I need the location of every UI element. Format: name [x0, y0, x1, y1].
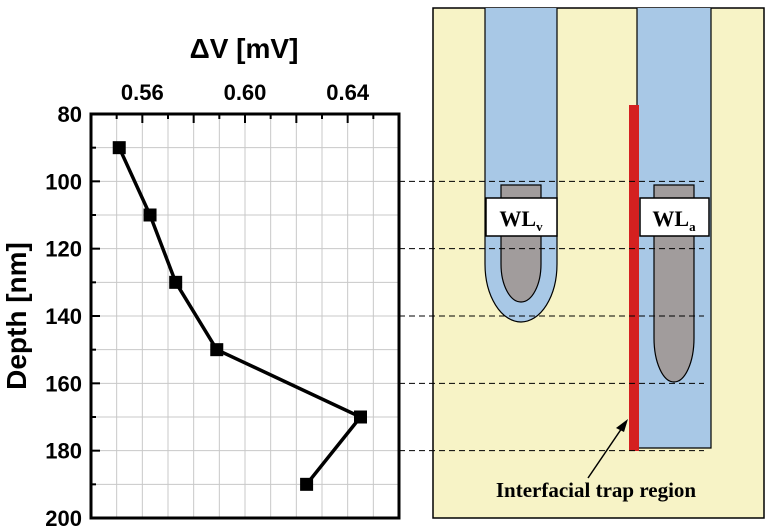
x-tick-label: 0.64 — [326, 80, 370, 105]
wl-a-label-box — [639, 197, 710, 237]
arrow-head — [616, 419, 628, 432]
y-axis-title: Depth [nm] — [1, 242, 32, 390]
trap-annotation-arrow — [587, 419, 628, 479]
substrate-region — [432, 7, 765, 519]
y-tick-label: 80 — [58, 102, 82, 127]
series-line — [117, 146, 364, 486]
chart-gridlines — [91, 114, 399, 518]
wl-v-label-text: WLv — [499, 206, 543, 234]
data-point-marker — [210, 343, 224, 357]
data-point-marker — [354, 410, 367, 424]
data-point-marker — [143, 208, 157, 222]
y-tick-label: 200 — [45, 506, 82, 531]
y-tick-labels: 80 100 120 140 160 180 200 — [45, 102, 82, 531]
data-point-marker — [300, 477, 314, 491]
wl-a-label-text: WLa — [652, 206, 696, 234]
y-tick-label: 180 — [45, 439, 82, 464]
arrow-shaft — [587, 424, 625, 479]
x-axis-title: ΔV [mV] — [190, 33, 299, 64]
data-point-marker — [112, 141, 126, 155]
y-tick-label: 140 — [45, 304, 82, 329]
trap-annotation-text: Interfacial trap region — [496, 478, 697, 502]
x-tick-labels: 0.56 0.60 0.64 — [121, 80, 370, 105]
y-tick-label: 100 — [45, 169, 82, 194]
y-tick-label: 160 — [45, 371, 82, 396]
data-point-marker — [169, 275, 183, 289]
depth-guide-lines — [399, 180, 704, 452]
depth-profile-chart: 0.56 0.60 0.64 80 100 120 140 160 180 200 ΔV [mV… — [1, 33, 401, 531]
interfacial-trap-bar — [629, 105, 639, 451]
x-tick-label: 0.60 — [224, 80, 267, 105]
wl-a-label: WLa — [639, 197, 710, 237]
cell-schematic: Interfacial trap region — [432, 7, 765, 519]
wl-v-label-box — [485, 197, 558, 237]
wl-v-label: WLv — [485, 197, 558, 237]
y-tick-label: 120 — [45, 237, 82, 262]
data-series — [112, 141, 367, 491]
x-tick-label: 0.56 — [121, 80, 164, 105]
